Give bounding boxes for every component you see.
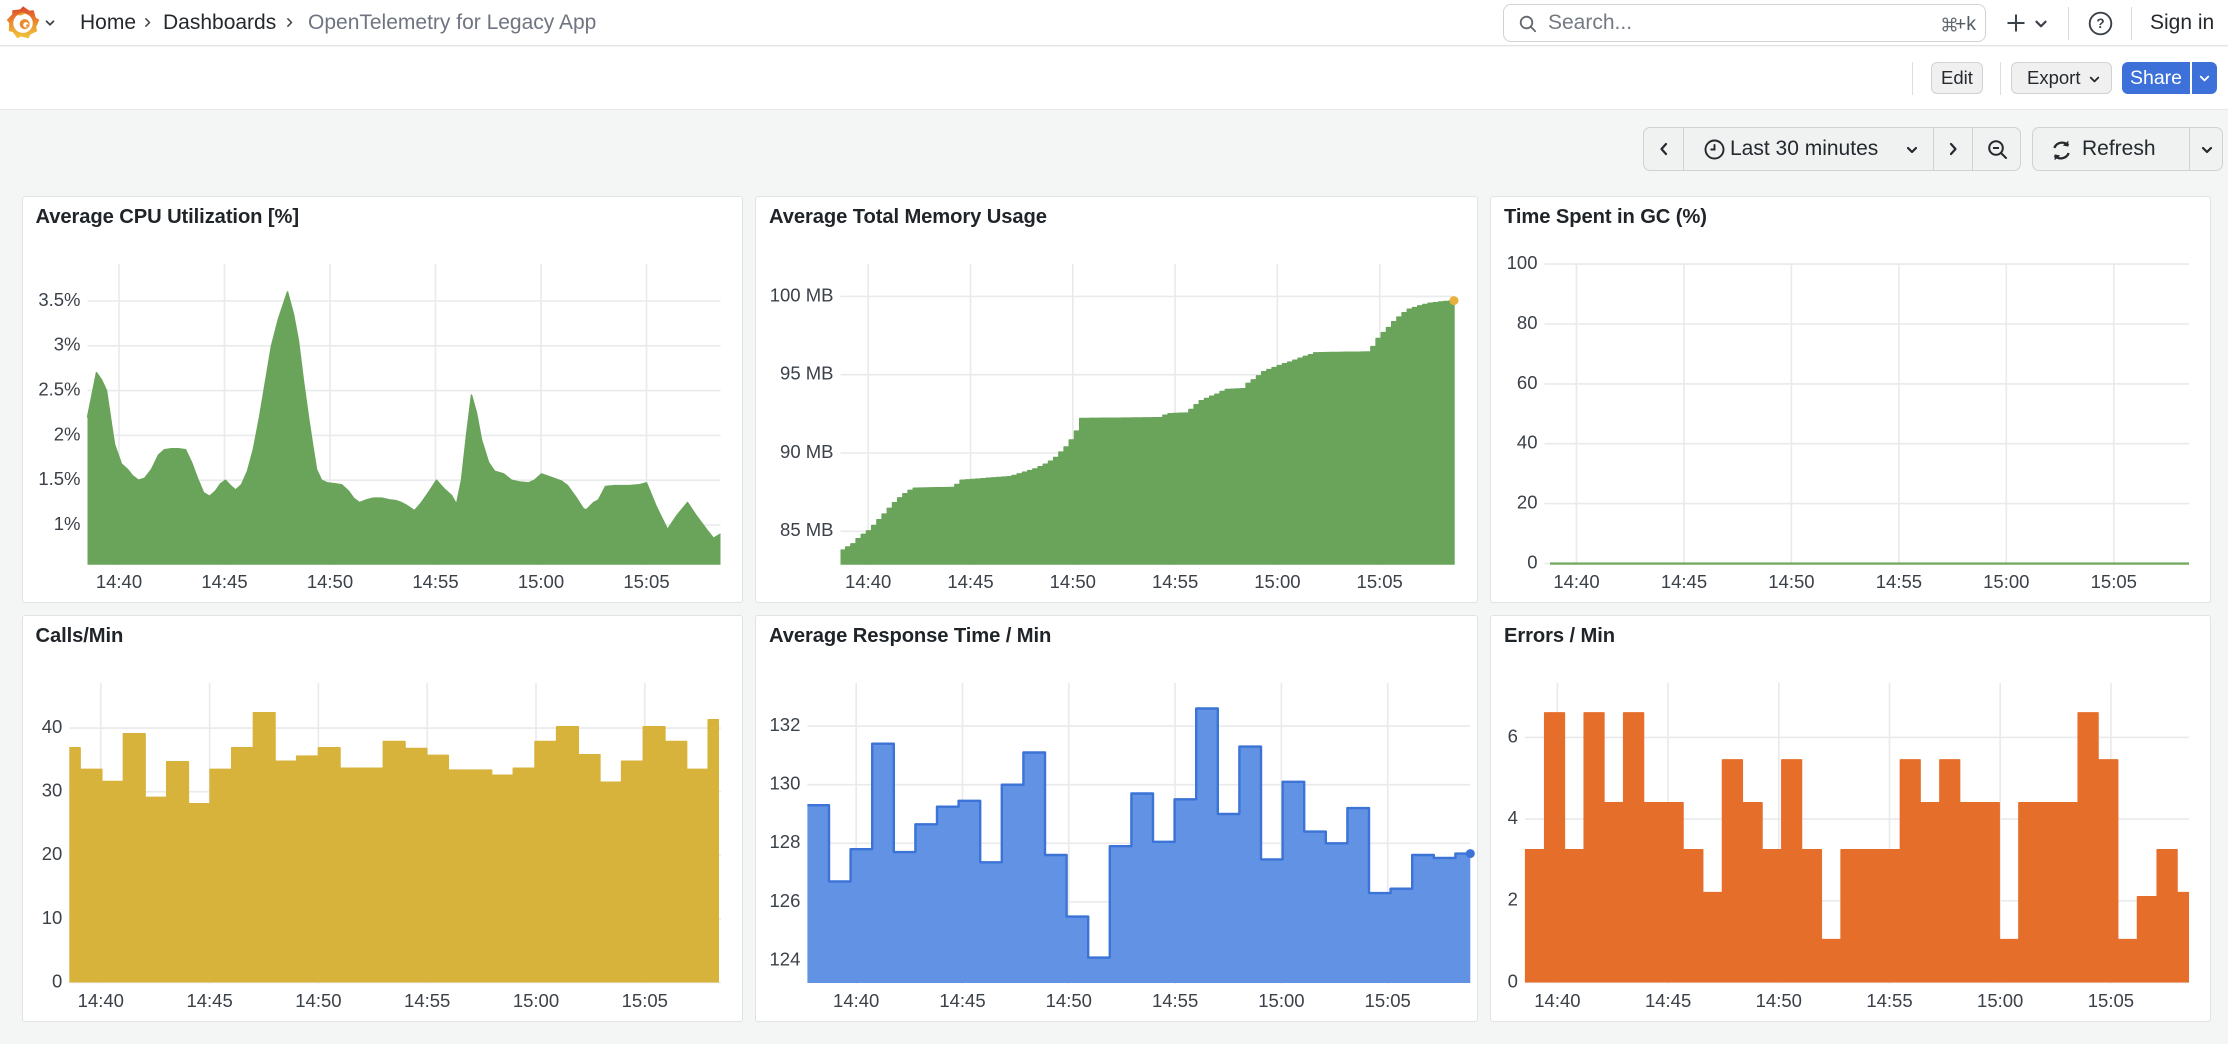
svg-text:15:05: 15:05 [621, 990, 667, 1011]
svg-text:126: 126 [770, 890, 801, 911]
svg-text:15:05: 15:05 [623, 571, 669, 592]
svg-text:3.5%: 3.5% [38, 289, 80, 310]
svg-text:15:00: 15:00 [1977, 990, 2023, 1011]
svg-text:14:50: 14:50 [1046, 990, 1092, 1011]
svg-text:40: 40 [41, 716, 62, 737]
svg-text:100 MB: 100 MB [770, 284, 834, 305]
svg-text:14:50: 14:50 [295, 990, 341, 1011]
svg-text:14:45: 14:45 [939, 990, 985, 1011]
svg-text:85 MB: 85 MB [780, 519, 833, 540]
svg-text:14:50: 14:50 [1050, 571, 1096, 592]
svg-text:30: 30 [41, 780, 62, 801]
svg-text:132: 132 [770, 714, 801, 735]
svg-text:1.5%: 1.5% [38, 468, 80, 489]
svg-text:0: 0 [52, 970, 62, 991]
svg-text:14:50: 14:50 [1756, 990, 1802, 1011]
svg-text:14:40: 14:40 [833, 990, 879, 1011]
svg-text:14:55: 14:55 [1866, 990, 1912, 1011]
svg-text:14:55: 14:55 [404, 990, 450, 1011]
svg-text:95 MB: 95 MB [780, 363, 833, 384]
svg-text:14:45: 14:45 [1645, 990, 1691, 1011]
svg-text:14:40: 14:40 [1534, 990, 1580, 1011]
svg-text:15:05: 15:05 [2088, 990, 2134, 1011]
svg-text:14:55: 14:55 [1152, 571, 1198, 592]
svg-text:?: ? [2096, 16, 2104, 31]
svg-text:1%: 1% [53, 513, 80, 534]
svg-text:14:45: 14:45 [201, 571, 247, 592]
svg-text:15:05: 15:05 [1357, 571, 1403, 592]
svg-text:14:55: 14:55 [1876, 571, 1922, 592]
svg-text:128: 128 [770, 831, 801, 852]
svg-text:6: 6 [1508, 725, 1518, 746]
svg-text:15:00: 15:00 [512, 990, 558, 1011]
svg-text:15:00: 15:00 [1983, 571, 2029, 592]
svg-text:14:50: 14:50 [306, 571, 352, 592]
svg-text:0: 0 [1508, 970, 1518, 991]
svg-text:4: 4 [1508, 807, 1518, 828]
svg-text:0: 0 [1527, 551, 1537, 572]
svg-text:60: 60 [1517, 372, 1538, 393]
svg-text:130: 130 [770, 773, 801, 794]
svg-text:14:45: 14:45 [186, 990, 232, 1011]
svg-text:14:55: 14:55 [1152, 990, 1198, 1011]
svg-text:3%: 3% [53, 334, 80, 355]
svg-text:40: 40 [1517, 432, 1538, 453]
svg-text:20: 20 [41, 843, 62, 864]
svg-text:15:00: 15:00 [517, 571, 563, 592]
svg-text:14:40: 14:40 [1553, 571, 1599, 592]
svg-text:14:55: 14:55 [412, 571, 458, 592]
svg-text:14:40: 14:40 [845, 571, 891, 592]
svg-text:15:00: 15:00 [1254, 571, 1300, 592]
svg-text:14:40: 14:40 [77, 990, 123, 1011]
svg-text:14:45: 14:45 [947, 571, 993, 592]
svg-text:80: 80 [1517, 312, 1538, 333]
svg-text:2: 2 [1508, 889, 1518, 910]
svg-text:14:40: 14:40 [95, 571, 141, 592]
svg-text:90 MB: 90 MB [780, 441, 833, 462]
svg-text:20: 20 [1517, 491, 1538, 512]
svg-text:15:05: 15:05 [1365, 990, 1411, 1011]
svg-text:15:05: 15:05 [2091, 571, 2137, 592]
svg-text:2%: 2% [53, 423, 80, 444]
svg-text:100: 100 [1507, 252, 1538, 273]
svg-text:14:45: 14:45 [1661, 571, 1707, 592]
svg-text:14:50: 14:50 [1768, 571, 1814, 592]
svg-text:10: 10 [41, 907, 62, 928]
svg-text:2.5%: 2.5% [38, 378, 80, 399]
svg-text:15:00: 15:00 [1258, 990, 1304, 1011]
svg-text:124: 124 [770, 948, 801, 969]
